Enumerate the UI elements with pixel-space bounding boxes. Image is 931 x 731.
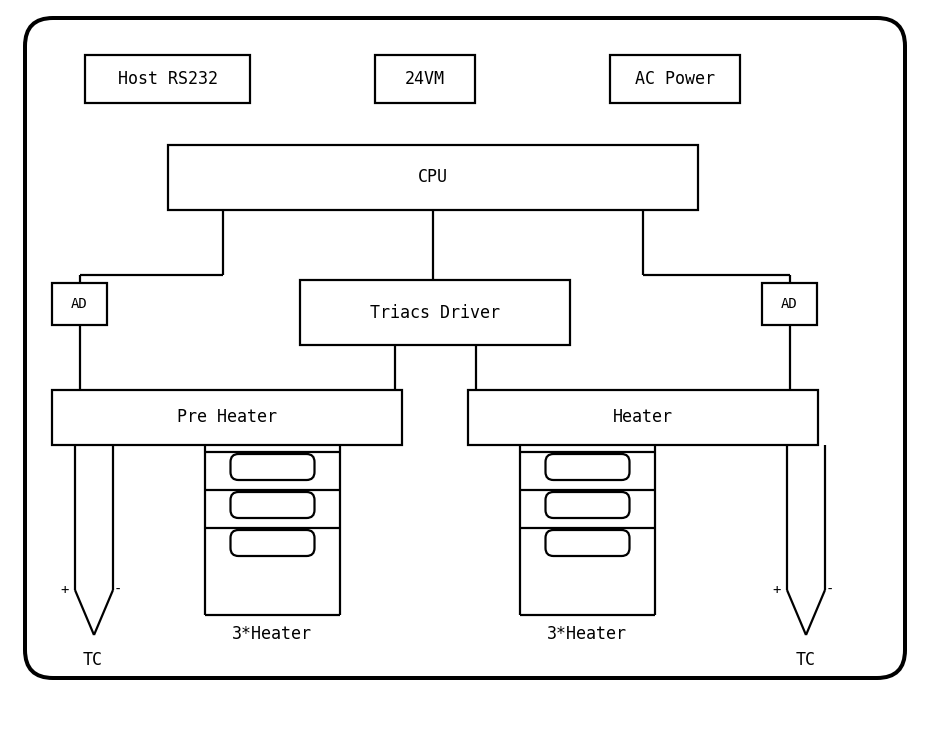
Text: Triacs Driver: Triacs Driver: [370, 303, 500, 322]
Text: +: +: [61, 583, 69, 597]
FancyBboxPatch shape: [231, 492, 315, 518]
Bar: [85, 55, 250, 103]
Text: Heater: Heater: [613, 409, 673, 426]
Text: TC: TC: [83, 651, 103, 669]
Bar: [610, 55, 740, 103]
Bar: [52, 283, 107, 325]
Text: AD: AD: [781, 297, 798, 311]
FancyBboxPatch shape: [546, 454, 629, 480]
FancyBboxPatch shape: [546, 530, 629, 556]
Text: AD: AD: [71, 297, 88, 311]
Bar: [52, 390, 402, 445]
FancyBboxPatch shape: [25, 18, 905, 678]
Text: Pre Heater: Pre Heater: [177, 409, 277, 426]
Text: AC Power: AC Power: [635, 70, 715, 88]
Bar: [300, 280, 570, 345]
Text: -: -: [114, 583, 122, 597]
Bar: [468, 390, 818, 445]
Text: +: +: [773, 583, 781, 597]
FancyBboxPatch shape: [231, 454, 315, 480]
Text: CPU: CPU: [418, 169, 448, 186]
FancyBboxPatch shape: [546, 492, 629, 518]
Text: -: -: [826, 583, 834, 597]
Bar: [168, 145, 698, 210]
Text: 24VM: 24VM: [405, 70, 445, 88]
Bar: [762, 283, 817, 325]
Text: Host RS232: Host RS232: [117, 70, 218, 88]
Bar: [375, 55, 475, 103]
FancyBboxPatch shape: [231, 530, 315, 556]
Text: 3*Heater: 3*Heater: [232, 625, 312, 643]
Text: 3*Heater: 3*Heater: [547, 625, 627, 643]
Text: TC: TC: [796, 651, 816, 669]
